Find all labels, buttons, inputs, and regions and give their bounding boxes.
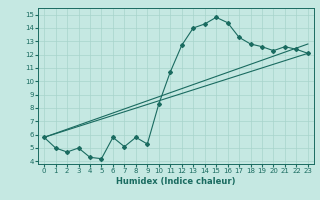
X-axis label: Humidex (Indice chaleur): Humidex (Indice chaleur): [116, 177, 236, 186]
